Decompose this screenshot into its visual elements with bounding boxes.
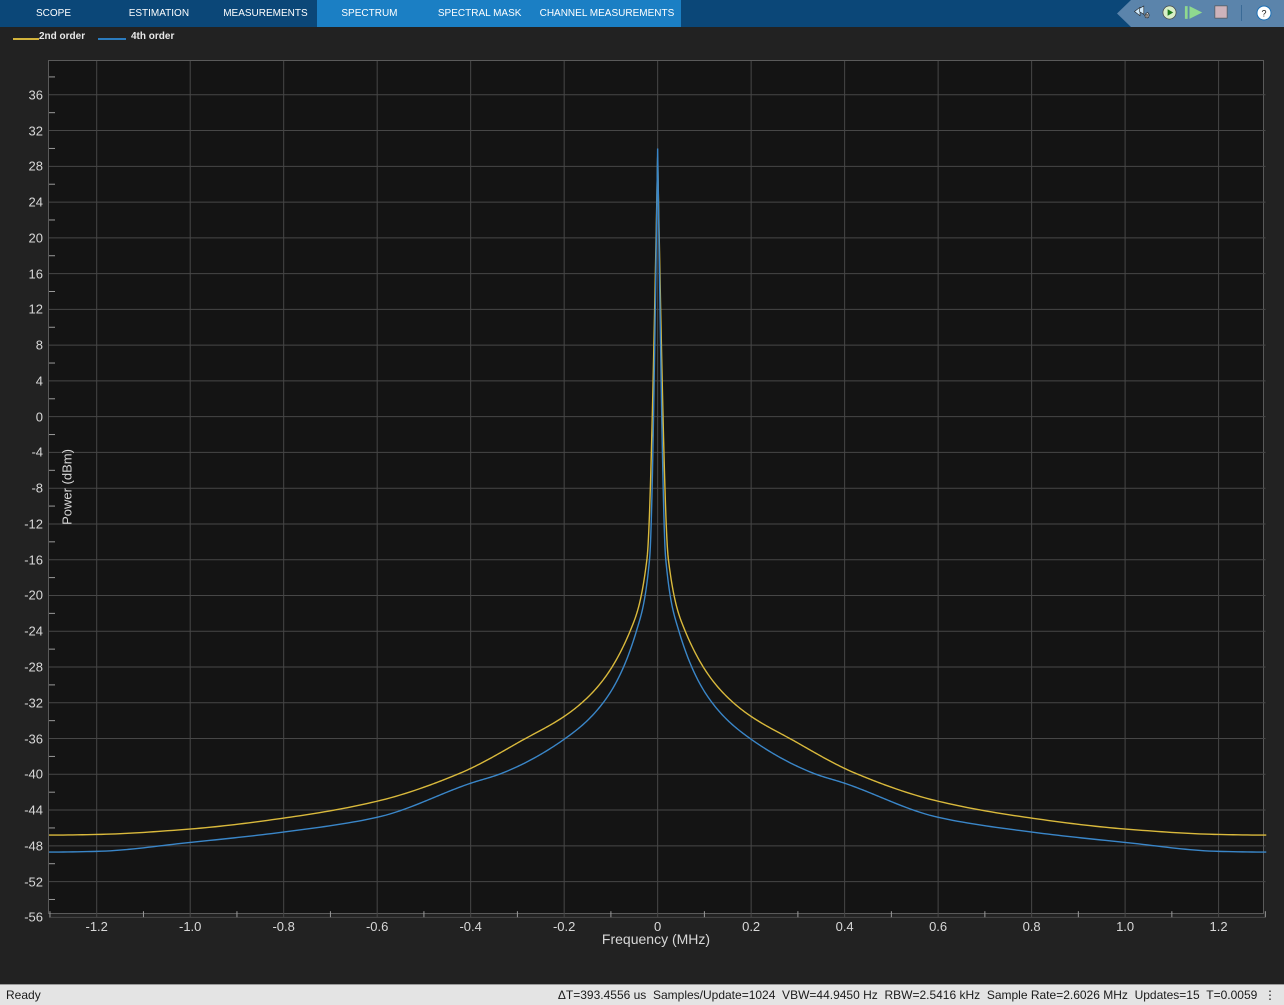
svg-text:?: ? bbox=[1261, 9, 1266, 19]
